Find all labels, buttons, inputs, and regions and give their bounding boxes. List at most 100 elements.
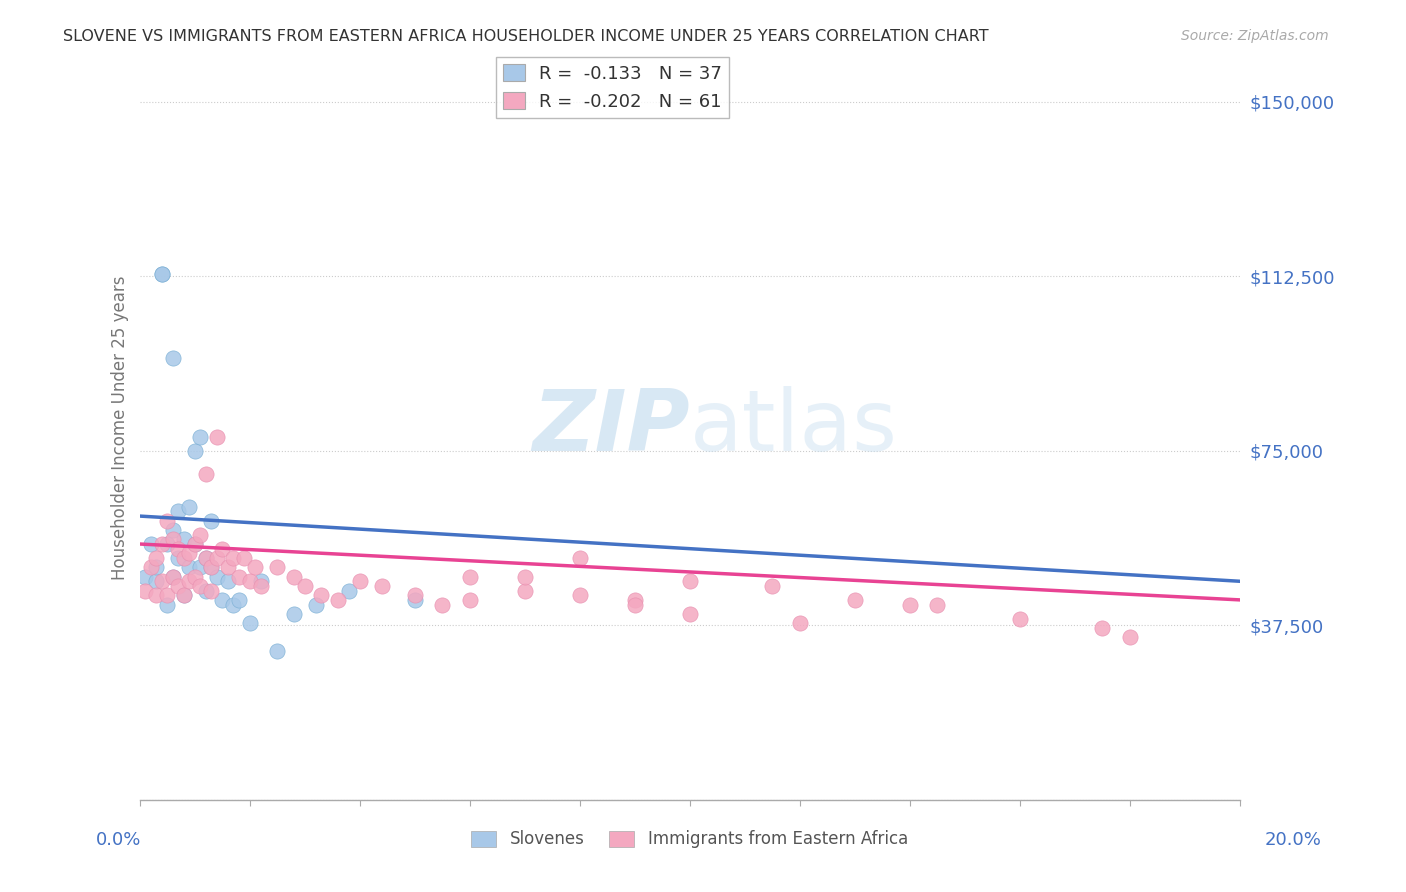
- Point: [222, 551, 245, 566]
- Text: SLOVENE VS IMMIGRANTS FROM EASTERN AFRICA HOUSEHOLDER INCOME UNDER 25 YEARS CORR: SLOVENE VS IMMIGRANTS FROM EASTERN AFRIC…: [63, 29, 988, 44]
- Point: [145, 551, 167, 566]
- Point: [349, 574, 371, 589]
- Point: [326, 593, 349, 607]
- Point: [179, 574, 201, 589]
- Point: [145, 588, 167, 602]
- Point: [249, 579, 271, 593]
- Point: [167, 551, 190, 566]
- Text: Source: ZipAtlas.com: Source: ZipAtlas.com: [1181, 29, 1329, 43]
- Point: [233, 551, 256, 566]
- Point: [430, 598, 453, 612]
- Point: [789, 616, 811, 631]
- Point: [150, 267, 173, 281]
- Point: [162, 533, 184, 547]
- Point: [205, 551, 228, 566]
- Point: [167, 579, 190, 593]
- Point: [183, 569, 205, 583]
- Point: [211, 593, 233, 607]
- Point: [370, 579, 392, 593]
- Point: [211, 541, 233, 556]
- Point: [162, 523, 184, 537]
- Point: [134, 583, 156, 598]
- Point: [134, 569, 156, 583]
- Point: [139, 537, 162, 551]
- Point: [305, 598, 328, 612]
- Point: [205, 430, 228, 444]
- Legend: R =  -0.133   N = 37, R =  -0.202   N = 61: R = -0.133 N = 37, R = -0.202 N = 61: [496, 57, 730, 118]
- Point: [200, 583, 222, 598]
- Point: [150, 574, 173, 589]
- Point: [309, 588, 332, 602]
- Point: [222, 598, 245, 612]
- Point: [194, 467, 217, 482]
- Point: [194, 551, 217, 566]
- Point: [194, 583, 217, 598]
- Point: [173, 551, 195, 566]
- Point: [150, 537, 173, 551]
- Point: [194, 551, 217, 566]
- Point: [156, 537, 179, 551]
- Point: [179, 560, 201, 574]
- Point: [156, 598, 179, 612]
- Point: [167, 504, 190, 518]
- Point: [568, 588, 591, 602]
- Point: [156, 588, 179, 602]
- Point: [188, 430, 211, 444]
- Text: 0.0%: 0.0%: [96, 831, 141, 849]
- Text: 20.0%: 20.0%: [1265, 831, 1322, 849]
- Point: [188, 579, 211, 593]
- Point: [173, 588, 195, 602]
- Point: [183, 537, 205, 551]
- Point: [404, 588, 426, 602]
- Point: [228, 569, 250, 583]
- Point: [183, 443, 205, 458]
- Point: [179, 546, 201, 560]
- Point: [239, 574, 262, 589]
- Point: [217, 560, 239, 574]
- Point: [1118, 630, 1140, 644]
- Point: [623, 593, 645, 607]
- Text: ZIP: ZIP: [531, 386, 689, 469]
- Point: [188, 560, 211, 574]
- Point: [844, 593, 866, 607]
- Point: [623, 598, 645, 612]
- Point: [239, 616, 262, 631]
- Point: [294, 579, 316, 593]
- Point: [145, 574, 167, 589]
- Point: [162, 351, 184, 365]
- Text: atlas: atlas: [689, 386, 897, 469]
- Point: [228, 593, 250, 607]
- Point: [245, 560, 267, 574]
- Point: [167, 541, 190, 556]
- Point: [678, 574, 700, 589]
- Point: [162, 569, 184, 583]
- Point: [1091, 621, 1114, 635]
- Point: [162, 569, 184, 583]
- Y-axis label: Householder Income Under 25 years: Householder Income Under 25 years: [111, 276, 128, 580]
- Point: [458, 593, 481, 607]
- Point: [568, 551, 591, 566]
- Point: [337, 583, 360, 598]
- Point: [513, 583, 536, 598]
- Point: [458, 569, 481, 583]
- Point: [145, 560, 167, 574]
- Point: [188, 527, 211, 541]
- Point: [249, 574, 271, 589]
- Point: [156, 514, 179, 528]
- Point: [1008, 611, 1031, 625]
- Point: [898, 598, 921, 612]
- Point: [200, 514, 222, 528]
- Point: [205, 569, 228, 583]
- Point: [266, 644, 288, 658]
- Point: [513, 569, 536, 583]
- Point: [404, 593, 426, 607]
- Point: [200, 560, 222, 574]
- Point: [283, 569, 305, 583]
- Point: [266, 560, 288, 574]
- Point: [761, 579, 783, 593]
- Point: [173, 588, 195, 602]
- Point: [139, 560, 162, 574]
- Point: [179, 500, 201, 514]
- Point: [217, 574, 239, 589]
- Point: [925, 598, 948, 612]
